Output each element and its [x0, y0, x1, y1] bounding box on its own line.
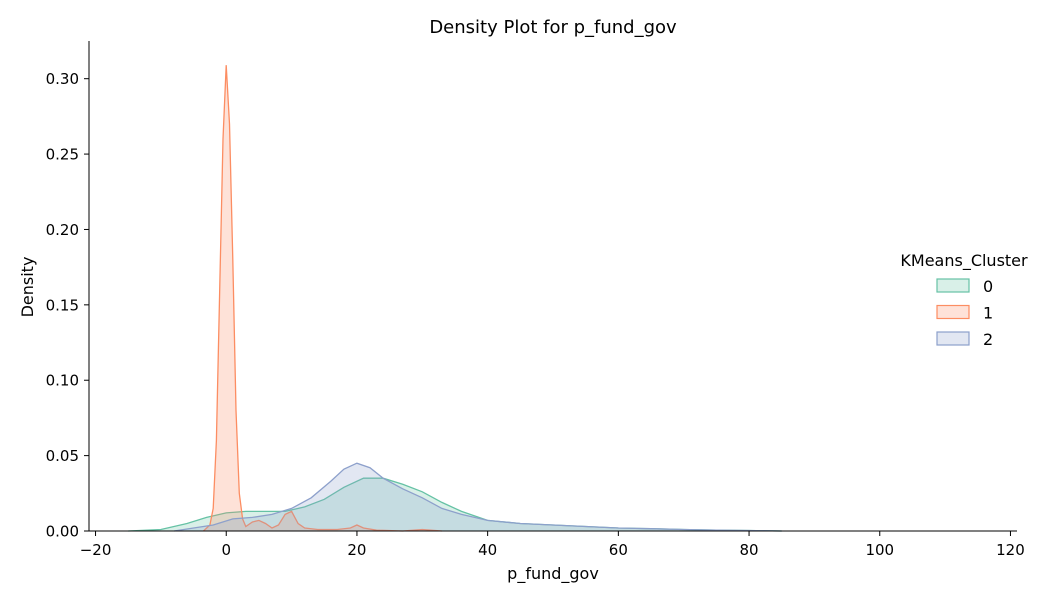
legend-title: KMeans_Cluster	[900, 251, 1028, 271]
x-tick-label: −20	[80, 541, 112, 559]
series-2-group	[173, 462, 782, 532]
legend-label-2: 2	[983, 330, 993, 349]
x-axis-label: p_fund_gov	[507, 564, 599, 584]
y-tick-label: 0.30	[46, 70, 79, 88]
y-axis-label: Density	[18, 257, 37, 318]
series-1-area	[203, 65, 442, 531]
y-tick-label: 0.25	[46, 146, 79, 164]
series-2-line	[173, 462, 782, 532]
y-tick-label: 0.15	[46, 296, 79, 314]
series-0-area	[128, 478, 782, 531]
series-1-line	[202, 65, 442, 532]
legend-swatch-2	[936, 331, 970, 346]
y-tick-label: 0.10	[46, 372, 79, 390]
series-1-group	[202, 65, 442, 532]
y-tick-label: 0.05	[46, 447, 79, 465]
legend-swatch-0	[936, 278, 970, 293]
x-tick-label: 120	[996, 541, 1025, 559]
y-tick-label: 0.00	[46, 523, 79, 541]
chart-title: Density Plot for p_fund_gov	[429, 17, 677, 38]
x-tick-label: 80	[740, 541, 759, 559]
x-tick-label: 100	[865, 541, 894, 559]
plot-areas	[128, 65, 782, 532]
x-ticks: −20 0 20 40 60 80 100 120	[80, 531, 1025, 559]
legend-swatch-1	[936, 304, 970, 320]
legend-label-0: 0	[983, 277, 993, 296]
legend: KMeans_Cluster 0 1 2	[900, 251, 1028, 349]
x-tick-label: 40	[478, 541, 497, 559]
x-tick-label: 20	[347, 541, 366, 559]
series-2-area	[174, 463, 782, 531]
x-tick-label: 0	[221, 541, 231, 559]
legend-label-1: 1	[983, 304, 993, 323]
y-ticks: 0.00 0.05 0.10 0.15 0.20 0.25 0.30	[46, 70, 89, 541]
y-tick-label: 0.20	[46, 221, 79, 239]
x-tick-label: 60	[609, 541, 628, 559]
axes	[88, 41, 1017, 532]
